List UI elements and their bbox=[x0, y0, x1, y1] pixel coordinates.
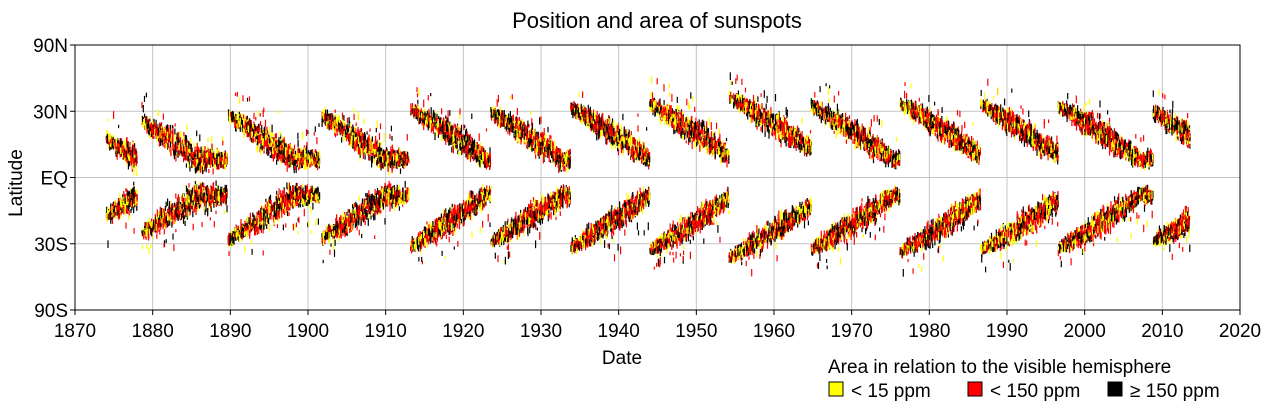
chart-title: Position and area of sunspots bbox=[512, 8, 802, 33]
grid-lines bbox=[75, 45, 1240, 310]
sunspot-marks bbox=[105, 72, 1191, 277]
